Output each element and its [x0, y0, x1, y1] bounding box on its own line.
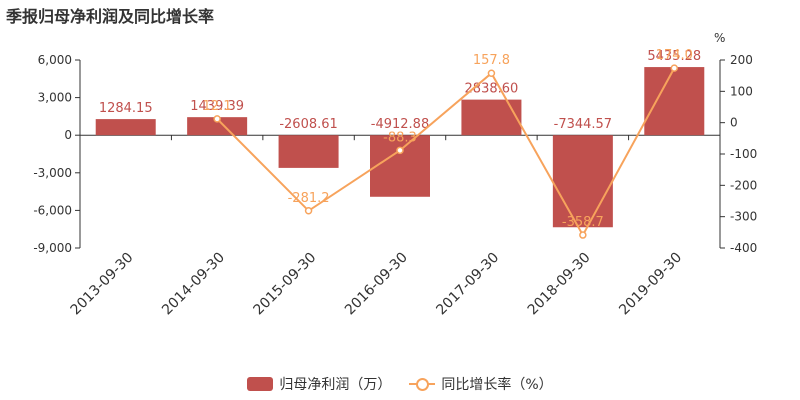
x-tick-label: 2015-09-30 [251, 250, 320, 319]
line-marker-icon [409, 377, 436, 391]
x-tick-label: 2016-09-30 [342, 250, 411, 319]
legend: 归母净利润（万） 同比增长率（%） [0, 374, 800, 394]
legend-item-net-profit[interactable]: 归母净利润（万） [247, 374, 391, 394]
chart-title: 季报归母净利润及同比增长率 [6, 7, 215, 26]
right-tick-label: -200 [730, 178, 757, 192]
bar-data-label: 1284.15 [99, 101, 153, 116]
right-tick-label: 0 [730, 116, 738, 130]
x-tick-label: 2013-09-30 [68, 250, 137, 319]
right-axis-unit: % [714, 31, 725, 45]
left-tick-label: 3,000 [38, 91, 72, 105]
bar [461, 99, 522, 136]
bar-data-label: -4912.88 [371, 117, 429, 132]
bar [187, 117, 248, 136]
left-tick-label: 0 [64, 128, 72, 142]
legend-label-net-profit: 归母净利润（万） [279, 377, 392, 393]
x-tick-label: 2017-09-30 [433, 250, 502, 319]
line-point [487, 69, 496, 77]
line-point [579, 231, 587, 239]
x-tick-label: 2014-09-30 [159, 250, 228, 319]
x-tick-label: 2018-09-30 [525, 250, 594, 319]
line-data-label: 12.1 [203, 99, 232, 114]
growth-rate-line [216, 67, 676, 238]
left-tick-label: -3,000 [33, 166, 72, 180]
right-tick-label: -400 [730, 241, 757, 255]
line-point [304, 207, 313, 215]
bar [552, 135, 613, 228]
bar [370, 135, 430, 197]
bar [95, 119, 156, 136]
bar-data-label: 5435.28 [647, 49, 701, 64]
line-data-label: -358.7 [562, 215, 604, 230]
bar-swatch-icon [247, 377, 274, 391]
right-tick-label: 100 [730, 84, 753, 98]
line-point [396, 146, 404, 155]
bar-data-label: 1439.39 [190, 99, 244, 114]
bar [278, 135, 339, 168]
line-data-label: -281.2 [288, 191, 330, 206]
right-tick-label: -100 [730, 147, 757, 161]
line-data-label: 174.0 [656, 48, 693, 63]
right-tick-label: -300 [730, 210, 757, 224]
line-data-label: 157.8 [473, 53, 510, 68]
x-tick-label: 2019-09-30 [616, 250, 685, 319]
bar-data-label: -2608.61 [279, 117, 337, 132]
line-point [670, 64, 679, 72]
bar-data-label: -7344.57 [554, 117, 612, 132]
bar [644, 67, 705, 136]
left-tick-label: -9,000 [33, 241, 72, 255]
line-data-label: -88.3 [383, 130, 417, 145]
legend-label-growth-rate: 同比增长率（%） [441, 377, 553, 393]
left-tick-label: -6,000 [33, 203, 72, 217]
left-tick-label: 6,000 [38, 53, 72, 67]
legend-item-growth-rate[interactable]: 同比增长率（%） [409, 374, 553, 394]
line-point [213, 115, 221, 123]
right-tick-label: 200 [730, 53, 753, 67]
